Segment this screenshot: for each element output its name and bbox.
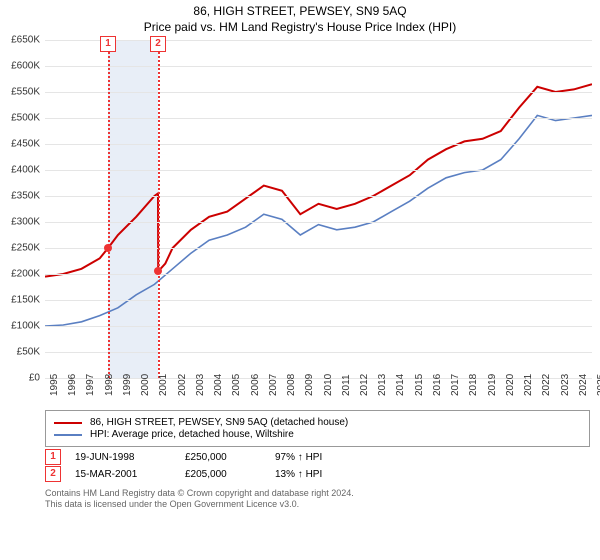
x-tick-label: 2011 <box>341 374 352 396</box>
transaction-delta: 13% ↑ HPI <box>275 469 385 480</box>
y-tick-label: £500K <box>11 113 40 124</box>
legend-swatch-hpi <box>54 434 82 436</box>
y-tick-label: £600K <box>11 61 40 72</box>
x-tick-label: 2019 <box>487 374 498 396</box>
transaction-amount: £250,000 <box>185 452 275 463</box>
footer-line2: This data is licensed under the Open Gov… <box>45 499 590 510</box>
marker-badge: 2 <box>150 36 166 52</box>
x-tick-label: 2016 <box>432 374 443 396</box>
chart-title-line1: 86, HIGH STREET, PEWSEY, SN9 5AQ <box>0 4 600 18</box>
transaction-row: 2 15-MAR-2001 £205,000 13% ↑ HPI <box>45 466 590 482</box>
x-tick-label: 2000 <box>140 374 151 396</box>
legend: 86, HIGH STREET, PEWSEY, SN9 5AQ (detach… <box>45 410 590 447</box>
marker-badge: 2 <box>45 466 61 482</box>
footer-line1: Contains HM Land Registry data © Crown c… <box>45 488 590 499</box>
chart-area: £0£50K£100K£150K£200K£250K£300K£350K£400… <box>45 36 592 406</box>
transaction-amount: £205,000 <box>185 469 275 480</box>
x-tick-label: 2025 <box>596 374 600 396</box>
y-tick-label: £350K <box>11 191 40 202</box>
legend-swatch-property <box>54 422 82 424</box>
x-tick-label: 2001 <box>158 374 169 396</box>
x-tick-label: 2024 <box>578 374 589 396</box>
transaction-date: 19-JUN-1998 <box>75 452 185 463</box>
chart-titles: 86, HIGH STREET, PEWSEY, SN9 5AQ Price p… <box>0 0 600 36</box>
y-tick-label: £550K <box>11 87 40 98</box>
transaction-date: 15-MAR-2001 <box>75 469 185 480</box>
footer-attribution: Contains HM Land Registry data © Crown c… <box>45 488 590 511</box>
x-tick-label: 2009 <box>304 374 315 396</box>
x-tick-label: 2021 <box>523 374 534 396</box>
y-tick-label: £650K <box>11 35 40 46</box>
legend-row: HPI: Average price, detached house, Wilt… <box>54 429 581 440</box>
y-axis: £0£50K£100K£150K£200K£250K£300K£350K£400… <box>0 40 43 378</box>
x-tick-label: 2023 <box>560 374 571 396</box>
x-tick-label: 1995 <box>49 374 60 396</box>
x-tick-label: 2004 <box>213 374 224 396</box>
marker-badge: 1 <box>100 36 116 52</box>
x-tick-label: 2017 <box>450 374 461 396</box>
x-tick-label: 2008 <box>286 374 297 396</box>
x-tick-label: 2005 <box>231 374 242 396</box>
x-tick-label: 1999 <box>122 374 133 396</box>
y-tick-label: £0 <box>29 373 40 384</box>
y-tick-label: £400K <box>11 165 40 176</box>
marker-badge: 1 <box>45 449 61 465</box>
chart-lines <box>45 40 592 378</box>
y-tick-label: £250K <box>11 243 40 254</box>
legend-label-property: 86, HIGH STREET, PEWSEY, SN9 5AQ (detach… <box>90 417 348 428</box>
x-tick-label: 2006 <box>250 374 261 396</box>
y-tick-label: £100K <box>11 321 40 332</box>
chart-title-line2: Price paid vs. HM Land Registry's House … <box>0 20 600 34</box>
y-tick-label: £300K <box>11 217 40 228</box>
plot-region: 12 <box>45 40 592 378</box>
x-tick-label: 2013 <box>377 374 388 396</box>
x-axis: 1995199619971998199920002001200220032004… <box>45 382 592 410</box>
x-tick-label: 2012 <box>359 374 370 396</box>
legend-label-hpi: HPI: Average price, detached house, Wilt… <box>90 429 294 440</box>
x-tick-label: 1998 <box>104 374 115 396</box>
x-tick-label: 2022 <box>541 374 552 396</box>
x-tick-label: 2007 <box>268 374 279 396</box>
x-tick-label: 2002 <box>177 374 188 396</box>
x-tick-label: 2010 <box>323 374 334 396</box>
x-tick-label: 2018 <box>468 374 479 396</box>
y-tick-label: £450K <box>11 139 40 150</box>
x-tick-label: 2014 <box>395 374 406 396</box>
legend-row: 86, HIGH STREET, PEWSEY, SN9 5AQ (detach… <box>54 417 581 428</box>
x-tick-label: 1996 <box>67 374 78 396</box>
x-tick-label: 2003 <box>195 374 206 396</box>
y-tick-label: £50K <box>17 347 40 358</box>
transaction-row: 1 19-JUN-1998 £250,000 97% ↑ HPI <box>45 449 590 465</box>
x-tick-label: 2020 <box>505 374 516 396</box>
transaction-delta: 97% ↑ HPI <box>275 452 385 463</box>
x-tick-label: 2015 <box>414 374 425 396</box>
y-tick-label: £200K <box>11 268 40 279</box>
x-tick-label: 1997 <box>85 374 96 396</box>
y-tick-label: £150K <box>11 295 40 306</box>
